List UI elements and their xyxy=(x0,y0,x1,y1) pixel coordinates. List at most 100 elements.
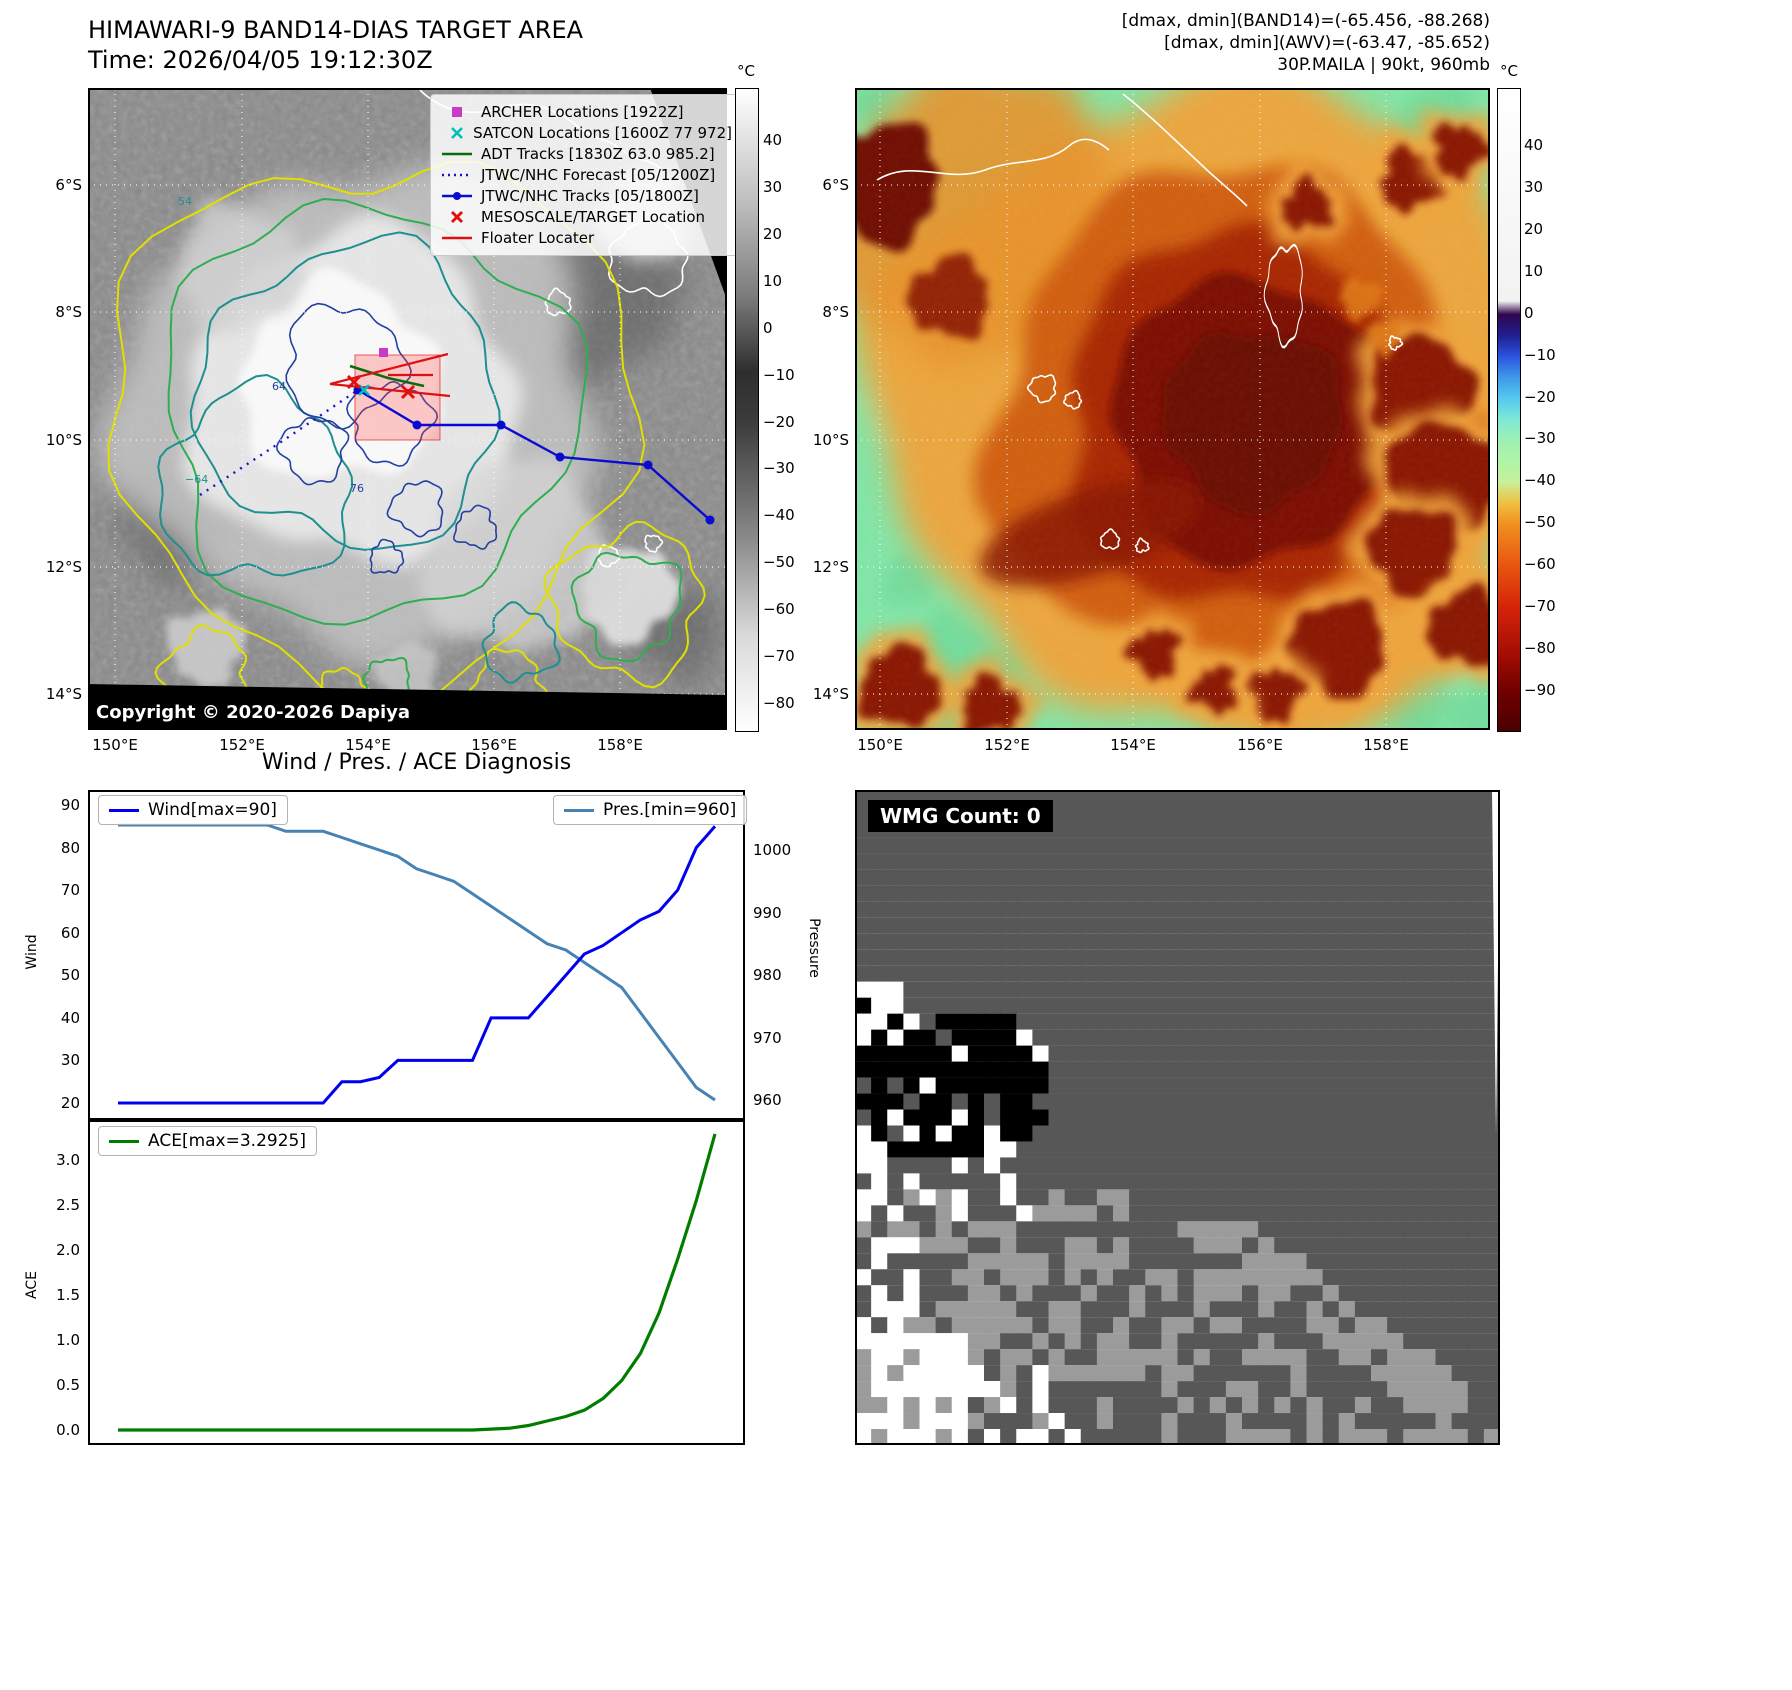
tick-label: −50 xyxy=(763,553,795,572)
tick-label: −50 xyxy=(1524,513,1556,532)
tick-label: 960 xyxy=(753,1091,782,1109)
line-red-marker-icon xyxy=(442,236,472,240)
storm-tracks xyxy=(199,348,715,525)
tick-label: 6°S xyxy=(55,176,82,194)
legend-item: SATCON Locations [1600Z 77 972] xyxy=(440,123,732,143)
tick-label: −20 xyxy=(1524,387,1556,406)
tick-label: 0.0 xyxy=(56,1421,80,1439)
tick-label: 40 xyxy=(763,131,783,149)
ace-series-line xyxy=(118,1133,717,1432)
wind-line-sample xyxy=(109,808,139,812)
tick-label: 154°E xyxy=(345,736,391,754)
dmax-dmin-band14: [dmax, dmin](BAND14)=(-65.456, -88.268) xyxy=(1121,11,1490,31)
tick-label: −90 xyxy=(1524,680,1556,699)
band14-legend: ARCHER Locations [1922Z] SATCON Locations… xyxy=(430,94,742,256)
awv-y-axis: 6°S 8°S 10°S 12°S 14°S xyxy=(807,88,849,730)
bottom-scan-band xyxy=(88,684,727,730)
wmg-pixel-map xyxy=(855,790,1500,1445)
dotted-blue-marker-icon xyxy=(442,173,472,177)
wind-legend: Wind[max=90] xyxy=(98,795,288,825)
ace-line-sample xyxy=(109,1139,139,1143)
contour-label: 64 xyxy=(272,380,286,393)
tick-label: 150°E xyxy=(857,736,903,754)
tick-label: 158°E xyxy=(1363,736,1409,754)
jtwc-track-line xyxy=(357,388,711,521)
pressure-legend: Pres.[min=960] xyxy=(553,795,748,825)
tick-label: 990 xyxy=(753,903,782,922)
tick-label: 2.0 xyxy=(56,1241,80,1259)
archer-location-marker xyxy=(379,348,388,357)
tick-label: 14°S xyxy=(812,685,849,703)
tick-label: 0 xyxy=(763,318,773,337)
band14-colorbar xyxy=(735,88,759,732)
pressure-series-line xyxy=(118,823,716,1102)
wind-pressure-chart xyxy=(88,790,745,1120)
tick-label: 158°E xyxy=(597,736,643,754)
legend-item: JTWC/NHC Tracks [05/1800Z] xyxy=(440,186,732,206)
tick-label: 90 xyxy=(60,796,80,814)
tick-label: −60 xyxy=(1524,555,1556,574)
tick-label: −10 xyxy=(763,365,795,384)
line-green-marker-icon xyxy=(442,152,472,156)
legend-item-label: ADT Tracks [1830Z 63.0 985.2] xyxy=(481,145,715,163)
contour-label: −64 xyxy=(185,473,208,486)
tick-label: 1000 xyxy=(753,841,792,859)
ace-legend-label: ACE[max=3.2925] xyxy=(148,1131,306,1151)
wmg-count-label: WMG Count: 0 xyxy=(868,800,1053,832)
tick-label: 80 xyxy=(60,838,80,857)
band14-time-label: Time: 2026/04/05 19:12:30Z xyxy=(88,46,433,74)
awv-colorbar xyxy=(1497,88,1521,732)
ace-axis-ticks: 3.0 2.5 2.0 1.5 1.0 0.5 0.0 xyxy=(44,1120,80,1445)
dmax-dmin-awv: [dmax, dmin](AWV)=(-63.47, -85.652) xyxy=(1164,33,1490,53)
tick-label: −20 xyxy=(763,412,795,431)
tick-label: 40 xyxy=(1524,136,1544,154)
pressure-axis-label: Pressure xyxy=(806,918,822,978)
tick-label: −80 xyxy=(763,694,795,713)
tick-label: 20 xyxy=(763,224,783,243)
tick-label: 8°S xyxy=(55,303,82,321)
tick-label: 30 xyxy=(763,177,783,196)
tick-label: 50 xyxy=(60,966,80,985)
tick-label: 150°E xyxy=(92,736,138,754)
tick-label: −40 xyxy=(1524,471,1556,490)
awv-satellite-map xyxy=(855,88,1490,730)
legend-item: ARCHER Locations [1922Z] xyxy=(440,102,732,122)
ace-chart xyxy=(88,1120,745,1445)
tick-label: 980 xyxy=(753,966,782,984)
tick-label: 0.5 xyxy=(56,1376,80,1394)
tick-label: 6°S xyxy=(822,176,849,194)
tick-label: 0 xyxy=(1524,303,1534,322)
tick-label: −10 xyxy=(1524,345,1556,364)
ace-legend: ACE[max=3.2925] xyxy=(98,1126,317,1156)
legend-item-label: JTWC/NHC Forecast [05/1200Z] xyxy=(481,166,716,184)
awv-x-axis: 150°E 152°E 154°E 156°E 158°E xyxy=(855,736,1490,756)
legend-item-label: SATCON Locations [1600Z 77 972] xyxy=(473,124,732,142)
wind-series-line xyxy=(118,825,717,1105)
tick-label: 8°S xyxy=(822,303,849,321)
tick-label: 1.0 xyxy=(56,1331,80,1349)
storm-id-intensity: 30P.MAILA | 90kt, 960mb xyxy=(1277,55,1490,75)
tick-label: 2.5 xyxy=(56,1196,80,1214)
legend-item-label: MESOSCALE/TARGET Location xyxy=(481,208,706,226)
tick-label: −70 xyxy=(1524,597,1556,616)
tick-label: 14°S xyxy=(45,685,82,703)
band14-colorbar-unit: °C xyxy=(737,62,755,80)
awv-colorbar-ticks: 40 30 20 10 0 −10 −20 −30 −40 −50 −60 −70 −80 −90 xyxy=(1524,88,1570,730)
pressure-line-sample xyxy=(564,808,594,812)
square-magenta-marker-icon xyxy=(452,107,462,117)
awv-colorbar-unit: °C xyxy=(1500,62,1518,80)
wind-legend-label: Wind[max=90] xyxy=(148,800,277,820)
legend-item: JTWC/NHC Forecast [05/1200Z] xyxy=(440,165,732,185)
tick-label: 70 xyxy=(60,881,80,900)
tick-label: 10 xyxy=(763,271,783,290)
tick-label: 10 xyxy=(1524,261,1544,280)
band14-title: HIMAWARI-9 BAND14-DIAS TARGET AREA xyxy=(88,16,584,44)
pressure-axis-ticks: 1000 990 980 970 960 xyxy=(753,790,799,1120)
contour-label: 54 xyxy=(178,195,192,208)
tick-label: 60 xyxy=(60,923,80,942)
ace-axis-label: ACE xyxy=(24,1271,40,1299)
wmg-cells xyxy=(855,790,1500,1445)
tick-label: −80 xyxy=(1524,639,1556,658)
tick-label: 12°S xyxy=(45,558,82,576)
